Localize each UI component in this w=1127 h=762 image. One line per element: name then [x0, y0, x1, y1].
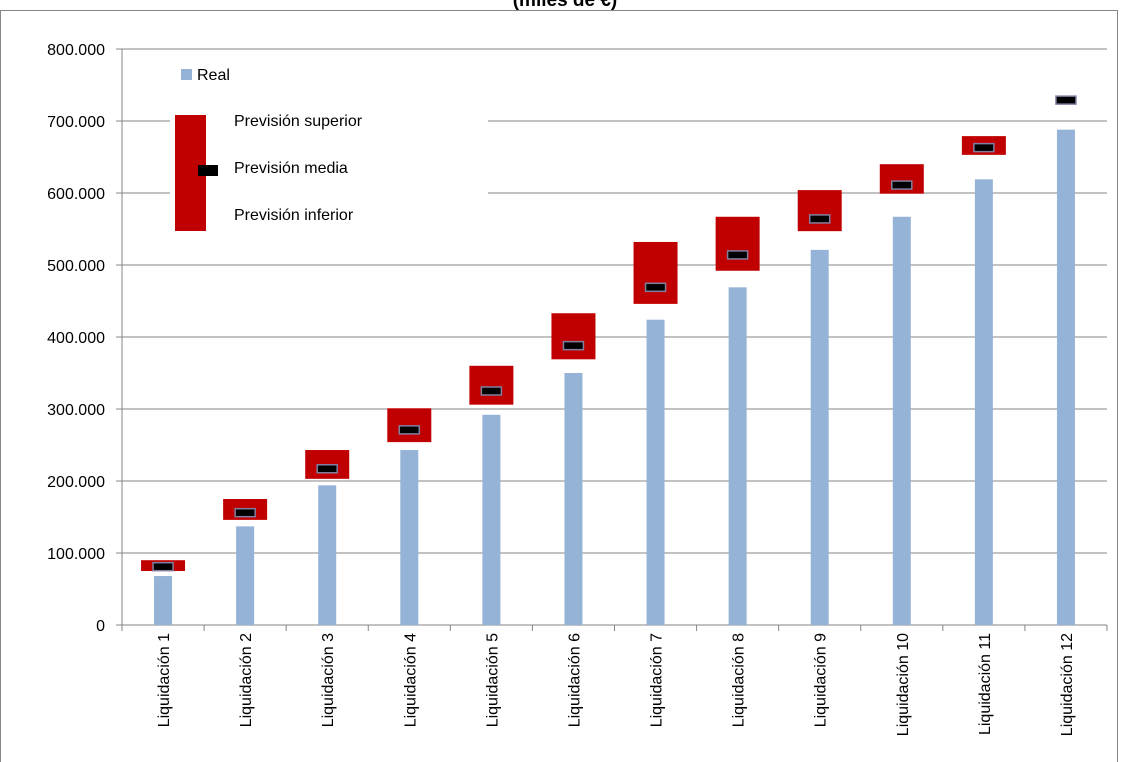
- y-tick-label: 600.000: [47, 186, 105, 203]
- bar: [1056, 129, 1075, 625]
- bar: [236, 526, 255, 625]
- forecast-range: [551, 313, 596, 360]
- bar: [892, 216, 911, 625]
- x-tick-label: Liquidación 5: [484, 633, 501, 727]
- bar: [646, 319, 665, 625]
- x-tick-label: Liquidación 7: [649, 633, 666, 727]
- forecast-mean: [316, 464, 338, 474]
- forecast-mean: [234, 507, 256, 518]
- bar: [974, 179, 993, 625]
- forecast-mean: [891, 180, 913, 190]
- legend-label: Previsión inferior: [234, 207, 354, 224]
- bar: [482, 414, 501, 625]
- y-tick-label: 0: [96, 618, 105, 635]
- forecast-mean: [152, 561, 174, 572]
- x-tick-label: Liquidación 9: [813, 633, 830, 727]
- bar: [154, 576, 173, 625]
- bar: [810, 249, 829, 625]
- legend-label: Previsión superior: [234, 113, 363, 130]
- bar: [564, 373, 583, 625]
- forecast-mean: [398, 425, 421, 435]
- forecast-mean: [1055, 95, 1077, 105]
- x-tick-label: Liquidación 11: [977, 633, 994, 735]
- y-tick-label: 800.000: [47, 42, 105, 59]
- forecast-mean: [644, 282, 667, 293]
- x-tick-label: Liquidación 2: [238, 633, 255, 727]
- y-tick-label: 100.000: [47, 546, 105, 563]
- forecast-range: [715, 216, 760, 271]
- x-tick-label: Liquidación 8: [731, 633, 748, 727]
- legend-background: [170, 60, 488, 235]
- x-tick-label: Liquidación 4: [402, 633, 419, 727]
- y-tick-label: 700.000: [47, 114, 105, 131]
- bar: [400, 450, 419, 625]
- x-tick-label: Liquidación 6: [566, 633, 583, 727]
- legend-label: Real: [197, 67, 230, 84]
- x-tick-label: Liquidación 10: [895, 633, 912, 736]
- forecast-mean: [480, 386, 503, 396]
- y-tick-label: 500.000: [47, 258, 105, 275]
- legend-swatch: [198, 165, 218, 176]
- forecast-range: [469, 365, 514, 405]
- x-tick-label: Liquidación 12: [1059, 633, 1076, 736]
- x-tick-label: Liquidación 1: [156, 633, 173, 727]
- bar: [728, 287, 747, 625]
- y-tick-label: 300.000: [47, 402, 105, 419]
- legend-swatch: [181, 69, 192, 80]
- chart-title: (miles de €): [513, 0, 618, 11]
- forecast-range: [797, 190, 842, 232]
- x-tick-label: Liquidación 3: [320, 633, 337, 727]
- forecast-mean: [973, 142, 995, 153]
- forecast-mean: [726, 250, 749, 260]
- y-tick-label: 400.000: [47, 330, 105, 347]
- legend-label: Previsión media: [234, 160, 348, 177]
- forecast-mean: [562, 340, 585, 351]
- y-tick-label: 200.000: [47, 474, 105, 491]
- bar: [318, 485, 337, 625]
- forecast-range: [633, 241, 678, 304]
- forecast-mean: [808, 214, 831, 224]
